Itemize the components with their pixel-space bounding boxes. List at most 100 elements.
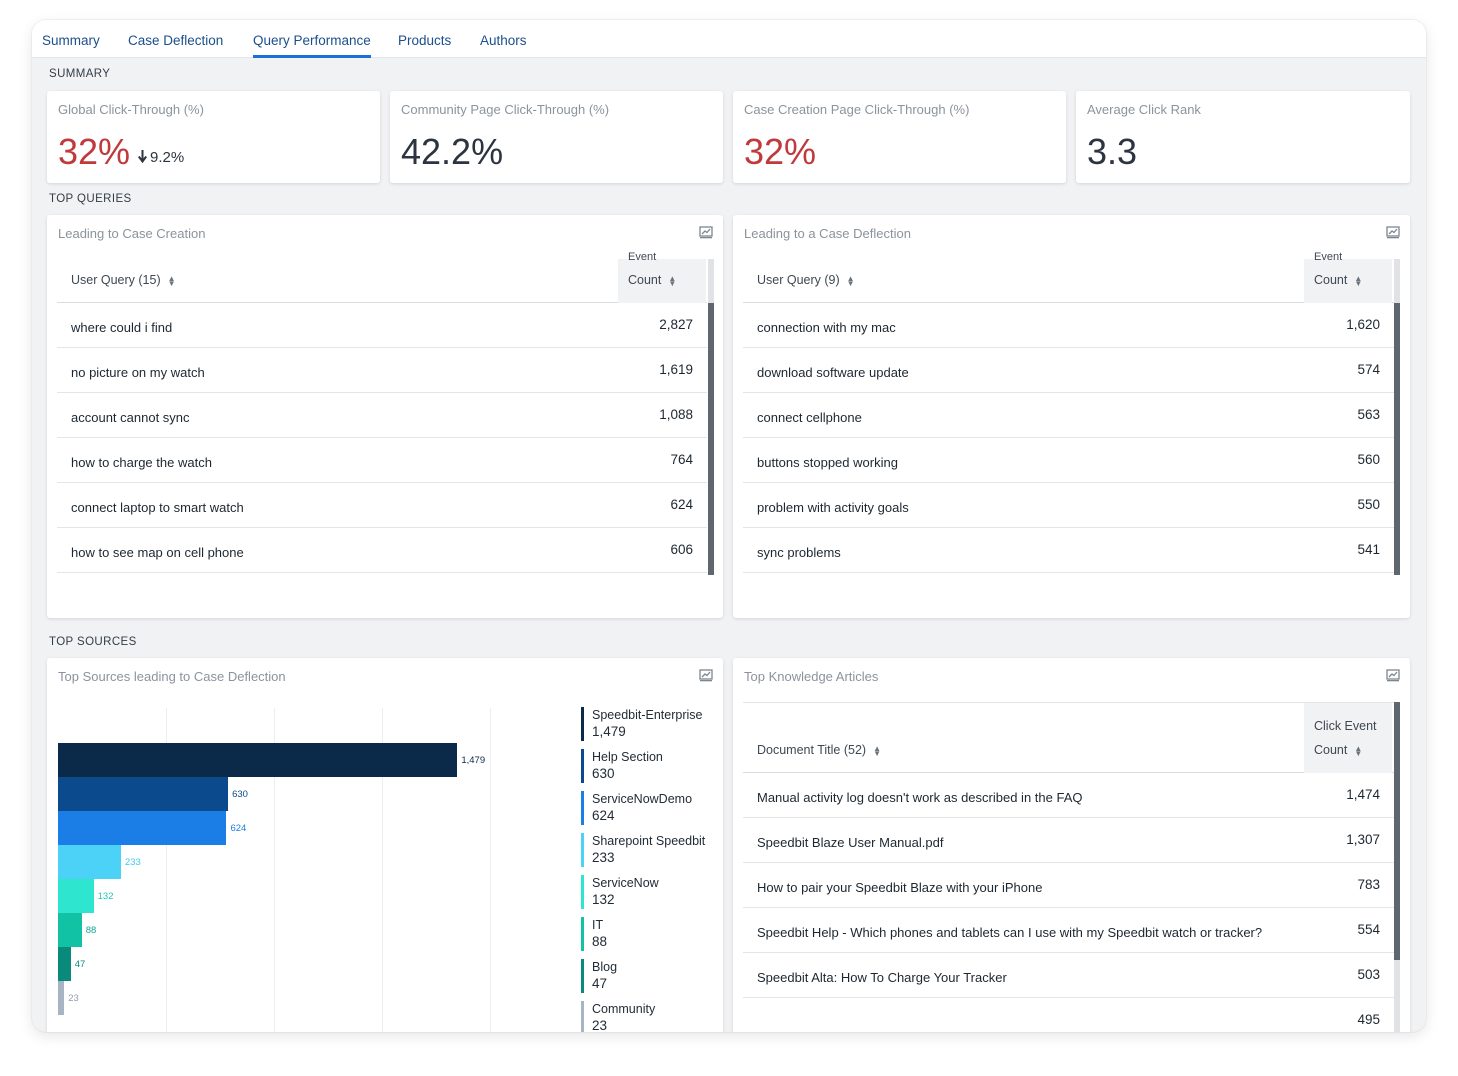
scrollbar-thumb[interactable] xyxy=(1394,702,1400,960)
page-1-button[interactable]: 1 xyxy=(87,615,94,618)
page-3-button[interactable]: 3 xyxy=(144,615,151,618)
table-scrollbar[interactable] xyxy=(708,259,714,575)
count-cell: 574 xyxy=(1357,362,1380,377)
sort-icon: ▲ ▼ xyxy=(873,743,881,758)
table-row[interactable]: connect laptop to smart watch 624 xyxy=(57,483,707,528)
table-row[interactable]: 495 xyxy=(743,998,1394,1032)
chart-bar[interactable] xyxy=(58,947,71,981)
user-query-column-header[interactable]: User Query (9) ▲ ▼ xyxy=(757,273,855,287)
table-row[interactable]: problem with activity goals 550 xyxy=(743,483,1394,528)
kpi-card-community-click-through: Community Page Click-Through (%) 42.2% xyxy=(390,91,723,183)
chart-export-icon[interactable] xyxy=(699,225,713,239)
legend-value: 1,479 xyxy=(592,724,626,739)
table-row[interactable]: Speedbit Alta: How To Charge Your Tracke… xyxy=(743,953,1394,998)
table-row[interactable]: connection with my mac 1,620 xyxy=(743,303,1394,348)
document-title-column-header[interactable]: Document Title (52) ▲ ▼ xyxy=(757,743,881,757)
query-cell: sync problems xyxy=(757,545,841,560)
table-row[interactable]: sync problems 541 xyxy=(743,528,1394,573)
table-row[interactable]: buttons stopped working 560 xyxy=(743,438,1394,483)
chart-grid-line xyxy=(490,708,491,1032)
legend-swatch xyxy=(581,875,584,909)
legend-label: Speedbit-Enterprise xyxy=(592,708,703,722)
document-title-cell: Speedbit Help - Which phones and tablets… xyxy=(757,925,1263,940)
chart-bar[interactable] xyxy=(58,777,229,811)
pagination-controls: 1 2 xyxy=(771,615,871,618)
scrollbar-thumb[interactable] xyxy=(1394,303,1400,575)
bar-value-label: 1,479 xyxy=(461,755,486,766)
count-header-bg xyxy=(1304,259,1392,303)
table-row[interactable]: no picture on my watch 1,619 xyxy=(57,348,707,393)
count-cell: 764 xyxy=(670,452,693,467)
document-title-cell: Speedbit Alta: How To Charge Your Tracke… xyxy=(757,970,1007,985)
top-queries-section-label: TOP QUERIES xyxy=(49,193,132,205)
legend-item[interactable]: Blog 47 xyxy=(581,959,723,993)
table-row[interactable]: Speedbit Help - Which phones and tablets… xyxy=(743,908,1394,953)
legend-item[interactable]: Speedbit-Enterprise 1,479 xyxy=(581,707,723,741)
table-row[interactable]: Speedbit Blaze User Manual.pdf 1,307 xyxy=(743,818,1394,863)
kpi-title: Average Click Rank xyxy=(1087,102,1201,117)
table-row[interactable]: account cannot sync 1,088 xyxy=(57,393,707,438)
dashboard-frame: Summary Case Deflection Query Performanc… xyxy=(32,20,1426,1032)
legend-item[interactable]: Help Section 630 xyxy=(581,749,723,783)
legend-item[interactable]: ServiceNowDemo 624 xyxy=(581,791,723,825)
legend-item[interactable]: ServiceNow 132 xyxy=(581,875,723,909)
table-row[interactable]: download software update 574 xyxy=(743,348,1394,393)
page-2-button[interactable]: 2 xyxy=(115,615,122,618)
legend-item[interactable]: IT 88 xyxy=(581,917,723,951)
count-column-header[interactable]: Count ▲ ▼ xyxy=(628,273,676,287)
chart-bar[interactable] xyxy=(58,743,458,777)
page-1-button[interactable]: 1 xyxy=(773,615,780,618)
kpi-value: 3.3 xyxy=(1087,131,1138,172)
bar-value-label: 233 xyxy=(124,857,141,868)
count-cell: 606 xyxy=(670,542,693,557)
query-cell: account cannot sync xyxy=(71,410,190,425)
user-query-column-header[interactable]: User Query (15) ▲ ▼ xyxy=(71,273,176,287)
table-scrollbar[interactable] xyxy=(1394,259,1400,575)
legend-swatch xyxy=(581,749,584,783)
scrollbar-thumb[interactable] xyxy=(708,303,714,575)
legend-item[interactable]: Community 23 xyxy=(581,1001,723,1032)
legend-label: Help Section xyxy=(592,750,663,764)
table-row[interactable]: where could i find 2,827 xyxy=(57,303,707,348)
sort-icon: ▲ ▼ xyxy=(668,273,677,288)
table-row[interactable]: How to pair your Speedbit Blaze with you… xyxy=(743,863,1394,908)
legend-value: 47 xyxy=(592,976,608,991)
case-creation-table: User Query (15) ▲ ▼ Event Count ▲ ▼ where co… xyxy=(57,251,707,575)
chart-bar[interactable] xyxy=(58,981,65,1015)
chart-export-icon[interactable] xyxy=(699,668,713,682)
kpi-title: Case Creation Page Click-Through (%) xyxy=(744,102,970,117)
chart-bar[interactable] xyxy=(58,913,82,947)
chart-bar[interactable] xyxy=(58,879,94,913)
bar-value-label: 47 xyxy=(74,959,86,970)
card-title: Leading to Case Creation xyxy=(58,226,206,241)
table-row[interactable]: Manual activity log doesn't work as desc… xyxy=(743,773,1394,818)
count-column-header[interactable]: Count ▲ ▼ xyxy=(1314,273,1362,287)
count-header-bg xyxy=(1304,703,1392,773)
tab-authors[interactable]: Authors xyxy=(480,33,527,48)
legend-swatch xyxy=(581,833,584,867)
kpi-value: 42.2% xyxy=(401,131,504,172)
chart-bar[interactable] xyxy=(58,845,121,879)
chart-export-icon[interactable] xyxy=(1386,668,1400,682)
count-cell: 1,307 xyxy=(1346,832,1380,847)
table-row[interactable]: how to see map on cell phone 606 xyxy=(57,528,707,573)
tab-products[interactable]: Products xyxy=(398,33,452,48)
kpi-value: 32% xyxy=(58,131,131,172)
legend-value: 233 xyxy=(592,850,615,865)
table-row[interactable]: connect cellphone 563 xyxy=(743,393,1394,438)
tab-case-deflection[interactable]: Case Deflection xyxy=(128,33,224,48)
column-header-label: User Query (9) xyxy=(757,273,840,287)
table-row[interactable]: how to charge the watch 764 xyxy=(57,438,707,483)
tab-summary[interactable]: Summary xyxy=(42,33,100,48)
legend-item[interactable]: Sharepoint Speedbit 233 xyxy=(581,833,723,867)
table-scrollbar[interactable] xyxy=(1394,702,1400,1032)
table-header: User Query (15) ▲ ▼ Event Count ▲ ▼ xyxy=(57,251,707,303)
count-header-bg xyxy=(618,259,706,303)
column-header-label: Count xyxy=(628,273,662,287)
count-column-header-top: Event xyxy=(628,251,657,263)
chart-export-icon[interactable] xyxy=(1386,225,1400,239)
chart-bar[interactable] xyxy=(58,811,227,845)
tab-query-performance[interactable]: Query Performance xyxy=(253,33,371,58)
count-column-header[interactable]: Count ▲ ▼ xyxy=(1314,743,1362,757)
page-2-button[interactable]: 2 xyxy=(801,615,808,618)
